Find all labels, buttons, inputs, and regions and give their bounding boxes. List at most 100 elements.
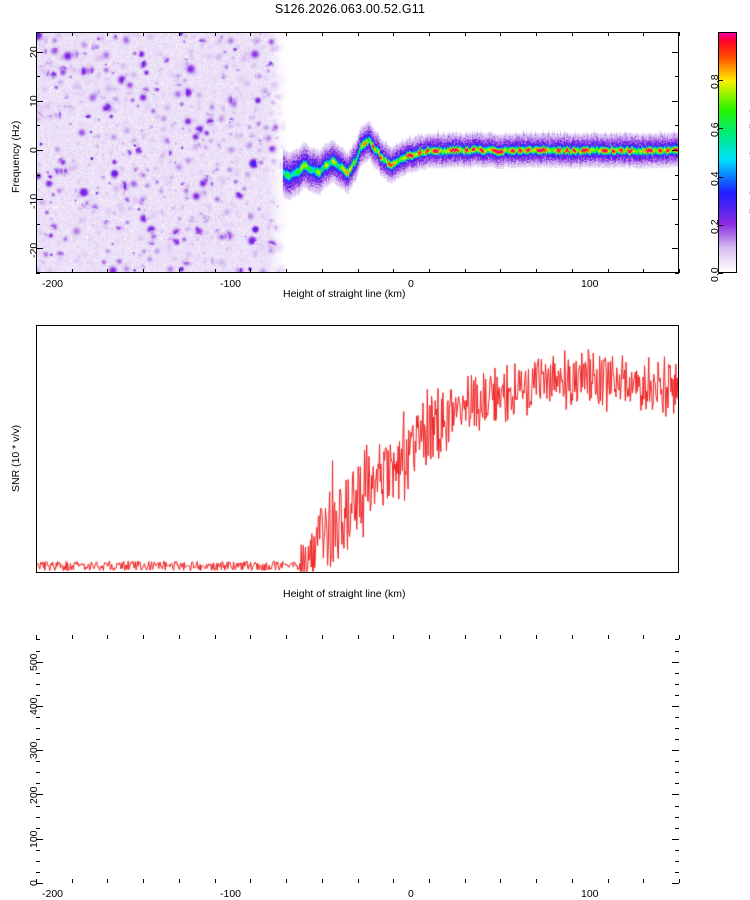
axis-tick-label: -200 [42, 888, 64, 900]
axis-tick [107, 635, 108, 639]
axis-tick [72, 32, 73, 36]
axis-tick [322, 635, 323, 639]
axis-tick-label: 10 [28, 95, 40, 107]
spectrogram-ylabel: Frequency (Hz) [10, 120, 22, 193]
axis-tick [322, 879, 323, 883]
spectrogram-image [37, 33, 678, 272]
axis-tick [250, 879, 251, 883]
axis-tick [675, 772, 679, 773]
axis-tick [72, 635, 73, 639]
axis-tick-label: -20 [28, 242, 40, 258]
snr-plot-area [36, 325, 679, 573]
axis-tick [107, 32, 108, 36]
axis-tick [675, 651, 679, 652]
axis-tick-label: 100 [581, 278, 599, 290]
axis-tick [36, 101, 43, 102]
axis-tick [322, 269, 323, 273]
axis-tick [36, 199, 43, 200]
axis-tick [672, 248, 679, 249]
axis-tick [672, 101, 679, 102]
axis-tick [143, 269, 144, 273]
snr-panel: -200 -100 0 100 0 100 200 300 400 500 SNR (10 * v… [0, 310, 750, 900]
axis-tick [286, 269, 287, 273]
axis-tick [107, 269, 108, 273]
axis-tick [36, 150, 43, 151]
axis-tick [500, 879, 501, 883]
axis-tick-label: 20 [28, 46, 40, 58]
axis-tick [393, 879, 394, 883]
axis-tick-label: 200 [28, 786, 40, 804]
axis-tick [72, 269, 73, 273]
axis-tick [36, 817, 40, 818]
axis-tick [672, 199, 679, 200]
axis-tick [36, 695, 40, 696]
axis-tick [36, 76, 40, 77]
axis-tick [36, 248, 43, 249]
axis-tick [36, 739, 40, 740]
axis-tick-label: 100 [28, 830, 40, 848]
axis-tick [358, 269, 359, 273]
colorbar-tick-label: 0.2 [709, 219, 721, 234]
axis-tick [286, 635, 287, 639]
axis-tick [36, 684, 40, 685]
axis-tick-label: 0 [408, 278, 414, 290]
axis-tick [672, 750, 679, 751]
axis-tick [500, 269, 501, 273]
colorbar-tick-label: 0.8 [709, 74, 721, 89]
snr-ylabel: SNR (10 * v/v) [10, 424, 22, 492]
axis-tick [36, 806, 40, 807]
axis-tick [500, 635, 501, 639]
axis-tick [250, 635, 251, 639]
axis-tick [679, 269, 680, 273]
axis-tick [675, 728, 679, 729]
axis-tick [36, 872, 40, 873]
axis-tick [286, 32, 287, 36]
axis-tick [36, 783, 40, 784]
axis-tick [393, 269, 394, 273]
axis-tick [572, 879, 573, 883]
colorbar-tick-label: 0.6 [709, 122, 721, 137]
axis-tick [36, 273, 40, 274]
axis-tick [36, 717, 40, 718]
axis-tick [672, 794, 679, 795]
axis-tick [215, 32, 216, 36]
colorbar-gradient [719, 33, 736, 272]
axis-tick [672, 662, 679, 663]
axis-tick [675, 739, 679, 740]
axis-tick [215, 879, 216, 883]
axis-tick [179, 879, 180, 883]
axis-tick [675, 828, 679, 829]
axis-tick [36, 861, 40, 862]
colorbar-tick-label: 0.4 [709, 171, 721, 186]
spectrogram-plot-area [36, 32, 679, 273]
figure-title: S126.2026.063.00.52.G11 [274, 2, 426, 16]
axis-tick [429, 32, 430, 36]
axis-tick [358, 32, 359, 36]
axis-tick [643, 635, 644, 639]
axis-tick [643, 269, 644, 273]
colorbar-tick [718, 80, 723, 81]
axis-tick [675, 850, 679, 851]
axis-tick [143, 635, 144, 639]
axis-tick [675, 273, 679, 274]
axis-tick [358, 635, 359, 639]
axis-tick-label: -100 [220, 278, 242, 290]
axis-tick-label: -200 [42, 278, 64, 290]
axis-tick [36, 32, 37, 36]
colorbar-tick [718, 225, 723, 226]
axis-tick [675, 861, 679, 862]
axis-tick [672, 839, 679, 840]
axis-tick [465, 32, 466, 36]
axis-tick [36, 125, 40, 126]
axis-tick [643, 879, 644, 883]
axis-tick [572, 32, 573, 36]
axis-tick [679, 879, 680, 883]
axis-tick [675, 639, 679, 640]
axis-tick-label: 300 [28, 741, 40, 759]
axis-tick [675, 673, 679, 674]
axis-tick [536, 879, 537, 883]
axis-tick [36, 639, 40, 640]
axis-tick [672, 706, 679, 707]
axis-tick [179, 635, 180, 639]
axis-tick [672, 150, 679, 151]
